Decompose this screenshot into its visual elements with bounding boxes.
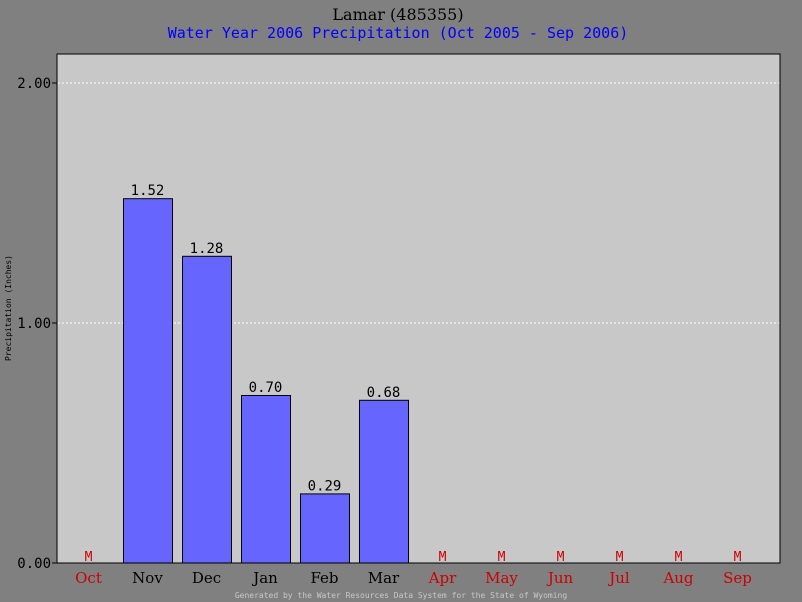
y-tick-label: 2.00 — [17, 76, 51, 92]
bar-jan — [241, 395, 291, 564]
missing-marker-apr: M — [439, 550, 447, 565]
missing-marker-aug: M — [675, 550, 683, 565]
value-labels: M 1.52 1.28 0.70 0.29 0.68 M M M M M M — [85, 183, 742, 565]
x-tick-label-jun: Jun — [546, 569, 574, 587]
x-tick-label-feb: Feb — [310, 569, 338, 587]
value-label-jan: 0.70 — [249, 380, 283, 396]
bar-dec — [182, 255, 232, 564]
missing-marker-sep: M — [734, 550, 742, 565]
x-tick-label-aug: Aug — [662, 569, 693, 587]
gridlines — [58, 82, 779, 324]
value-label-dec: 1.28 — [190, 241, 224, 257]
x-tick-label-may: May — [485, 569, 518, 587]
chart-subtitle: Water Year 2006 Precipitation (Oct 2005 … — [168, 24, 629, 42]
x-tick-label-sep: Sep — [723, 569, 752, 587]
bar-mar — [359, 399, 409, 564]
missing-marker-jul: M — [616, 550, 624, 565]
value-label-mar: 0.68 — [367, 385, 401, 401]
value-label-feb: 0.29 — [308, 478, 342, 494]
y-tick-label: 1.00 — [17, 316, 51, 332]
plot-area — [56, 53, 781, 564]
x-tick-label-dec: Dec — [192, 569, 221, 587]
x-tick-label-jul: Jul — [607, 569, 630, 587]
value-label-nov: 1.52 — [131, 183, 165, 199]
y-axis-label: Precipitation (Inches) — [4, 255, 13, 361]
x-tick-label-apr: Apr — [428, 569, 457, 587]
y-axis-ticks: 0.00 1.00 2.00 — [17, 76, 57, 572]
x-tick-label-nov: Nov — [132, 569, 163, 587]
missing-marker-jun: M — [557, 550, 565, 565]
x-tick-label-jan: Jan — [251, 569, 278, 587]
x-tick-label-oct: Oct — [75, 569, 102, 587]
bar-nov — [123, 198, 173, 564]
missing-marker-oct: M — [85, 550, 93, 565]
x-tick-label-mar: Mar — [368, 569, 400, 587]
missing-marker-may: M — [498, 550, 506, 565]
footer-credit: Generated by the Water Resources Data Sy… — [235, 591, 568, 600]
chart-title: Lamar (485355) — [332, 5, 463, 24]
bars — [123, 198, 409, 564]
y-tick-label: 0.00 — [17, 556, 51, 572]
bar-feb — [300, 493, 350, 564]
x-axis-ticks: Oct Nov Dec Jan Feb Mar Apr May Jun Jul Aug Sep — [75, 569, 752, 587]
